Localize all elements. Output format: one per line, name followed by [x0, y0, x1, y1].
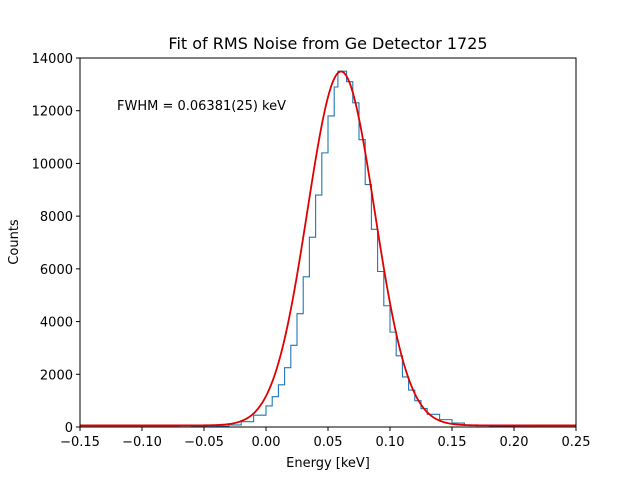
x-tick-label: −0.10 — [122, 435, 162, 450]
gaussian-fit-line — [80, 70, 576, 427]
x-tick-label: 0.05 — [314, 435, 343, 450]
x-tick-label: 0.00 — [252, 435, 281, 450]
x-tick-label: 0.15 — [438, 435, 467, 450]
chart-title: Fit of RMS Noise from Ge Detector 1725 — [168, 34, 487, 53]
x-tick-label: 0.25 — [562, 435, 591, 450]
y-tick-label: 6000 — [40, 263, 73, 278]
x-tick-label: 0.10 — [376, 435, 405, 450]
y-tick-label: 0 — [65, 421, 73, 436]
y-axis: 0 2000 4000 6000 8000 10000 12000 14000 — [32, 52, 80, 436]
x-axis-label: Energy [keV] — [286, 456, 370, 471]
y-tick-label: 10000 — [32, 157, 73, 172]
fwhm-annotation: FWHM = 0.06381(25) keV — [117, 99, 286, 114]
x-tick-label: −0.05 — [184, 435, 224, 450]
y-tick-label: 14000 — [32, 52, 73, 67]
y-tick-label: 12000 — [32, 105, 73, 120]
x-tick-label: −0.15 — [60, 435, 100, 450]
histogram-series — [80, 70, 576, 427]
y-tick-label: 4000 — [40, 316, 73, 331]
y-axis-label: Counts — [7, 219, 22, 265]
x-tick-label: 0.20 — [500, 435, 529, 450]
y-tick-label: 8000 — [40, 210, 73, 225]
y-tick-label: 2000 — [40, 368, 73, 383]
x-axis: −0.15 −0.10 −0.05 0.00 0.05 0.10 0.15 0.20 0.25 — [60, 427, 590, 450]
